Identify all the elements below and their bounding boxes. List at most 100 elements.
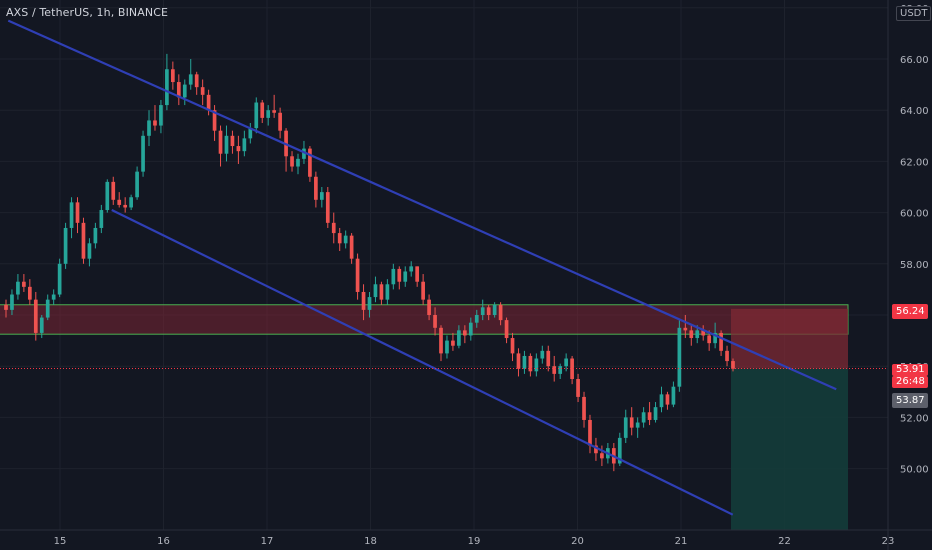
candle-body	[695, 330, 700, 339]
candle-body	[731, 361, 735, 369]
candle-body	[123, 204, 128, 208]
candle-body	[480, 307, 485, 315]
candle-body	[314, 176, 318, 200]
current-price-tag: 53.91	[892, 364, 928, 376]
candle-body	[689, 330, 694, 339]
candle-body	[355, 258, 360, 292]
symbol-title[interactable]: AXS / TetherUS, 1h, BINANCE	[6, 6, 169, 19]
candle-body	[147, 120, 151, 136]
time-tick-label: 20	[571, 536, 584, 547]
candle-body	[176, 82, 181, 98]
candle-body	[427, 299, 431, 315]
candle-body	[141, 135, 145, 172]
candle-body	[683, 327, 688, 331]
candle-body	[415, 266, 420, 282]
price-tick-label: 66.00	[900, 55, 929, 66]
candle-body	[361, 291, 366, 310]
candle-body	[433, 315, 437, 328]
candle-body	[117, 199, 122, 205]
time-axis[interactable]: 15 16 17 18 19 20 21 22 23	[0, 529, 932, 547]
candle-body	[129, 197, 133, 208]
candle-body	[27, 286, 32, 300]
price-tick-label: 64.00	[900, 106, 929, 117]
candle-body	[57, 263, 62, 295]
candle-body	[337, 233, 342, 244]
candle-body	[713, 332, 717, 344]
candle-body	[373, 284, 378, 298]
candle-body	[600, 453, 604, 459]
candle-body	[22, 281, 26, 287]
short-position-stop-area	[731, 308, 848, 369]
candle-body	[200, 87, 205, 95]
candle-body	[379, 284, 384, 300]
candle-body	[671, 386, 676, 405]
candle-body	[182, 84, 187, 98]
candle-body	[165, 69, 169, 106]
candle-body	[385, 284, 390, 300]
price-tick-label: 60.00	[900, 209, 929, 220]
bar-countdown-tag: 26:48	[892, 376, 928, 388]
candle-body	[403, 271, 408, 282]
candle-body	[266, 110, 271, 118]
candle-body	[516, 353, 521, 369]
candle-body	[647, 412, 652, 420]
candle-body	[218, 130, 223, 154]
candle-body	[439, 327, 443, 354]
candle-body	[111, 181, 116, 200]
candle-body	[719, 332, 723, 351]
candle-body	[570, 358, 574, 379]
resistance-zone	[0, 304, 849, 335]
candle-body	[302, 148, 306, 159]
candle-series	[4, 53, 735, 472]
candle-body	[224, 135, 229, 154]
candle-body	[254, 102, 259, 129]
time-tick-label: 15	[54, 536, 67, 547]
candle-body	[623, 417, 628, 438]
candle-body	[45, 299, 50, 318]
candle-body	[528, 355, 533, 372]
drawing-zones	[0, 304, 849, 530]
candle-body	[576, 379, 580, 397]
candle-body	[457, 330, 461, 346]
candle-body	[343, 235, 348, 244]
candle-body	[451, 340, 455, 346]
candle-body	[16, 281, 20, 295]
candle-body	[206, 94, 211, 111]
candle-body	[522, 355, 527, 369]
channel-lines	[7, 19, 837, 516]
candle-body	[677, 327, 682, 387]
price-tick-label: 50.00	[900, 465, 929, 476]
candle-body	[474, 315, 479, 323]
candle-body	[498, 304, 503, 321]
candle-body	[153, 120, 157, 126]
candle-body	[445, 340, 449, 354]
ask-price-tag: 53.87	[892, 393, 928, 408]
candle-body	[236, 146, 241, 152]
candle-body	[63, 227, 68, 264]
candle-body	[582, 396, 586, 420]
time-tick-label: 21	[675, 536, 688, 547]
currency-unit-badge[interactable]: USDT	[896, 6, 932, 21]
candle-body	[242, 138, 247, 152]
candle-body	[75, 202, 80, 223]
candle-body	[93, 227, 98, 244]
candle-body	[278, 112, 282, 131]
price-tick-label: 52.00	[900, 413, 929, 424]
candle-body	[10, 294, 14, 310]
candle-body	[588, 419, 592, 446]
candle-body	[290, 156, 294, 167]
price-axis[interactable]: 50.0052.0054.0056.0058.0060.0062.0064.00…	[887, 0, 932, 550]
candle-body	[248, 128, 253, 139]
candle-body	[665, 394, 670, 405]
time-tick-label: 19	[468, 536, 481, 547]
candle-body	[552, 366, 557, 374]
candle-body	[367, 297, 372, 310]
candle-body	[33, 299, 38, 333]
channel-lower-line	[111, 209, 734, 516]
time-tick-label: 23	[882, 536, 895, 547]
candle-body	[81, 222, 86, 259]
candle-body	[212, 110, 217, 131]
time-tick-label: 16	[157, 536, 170, 547]
